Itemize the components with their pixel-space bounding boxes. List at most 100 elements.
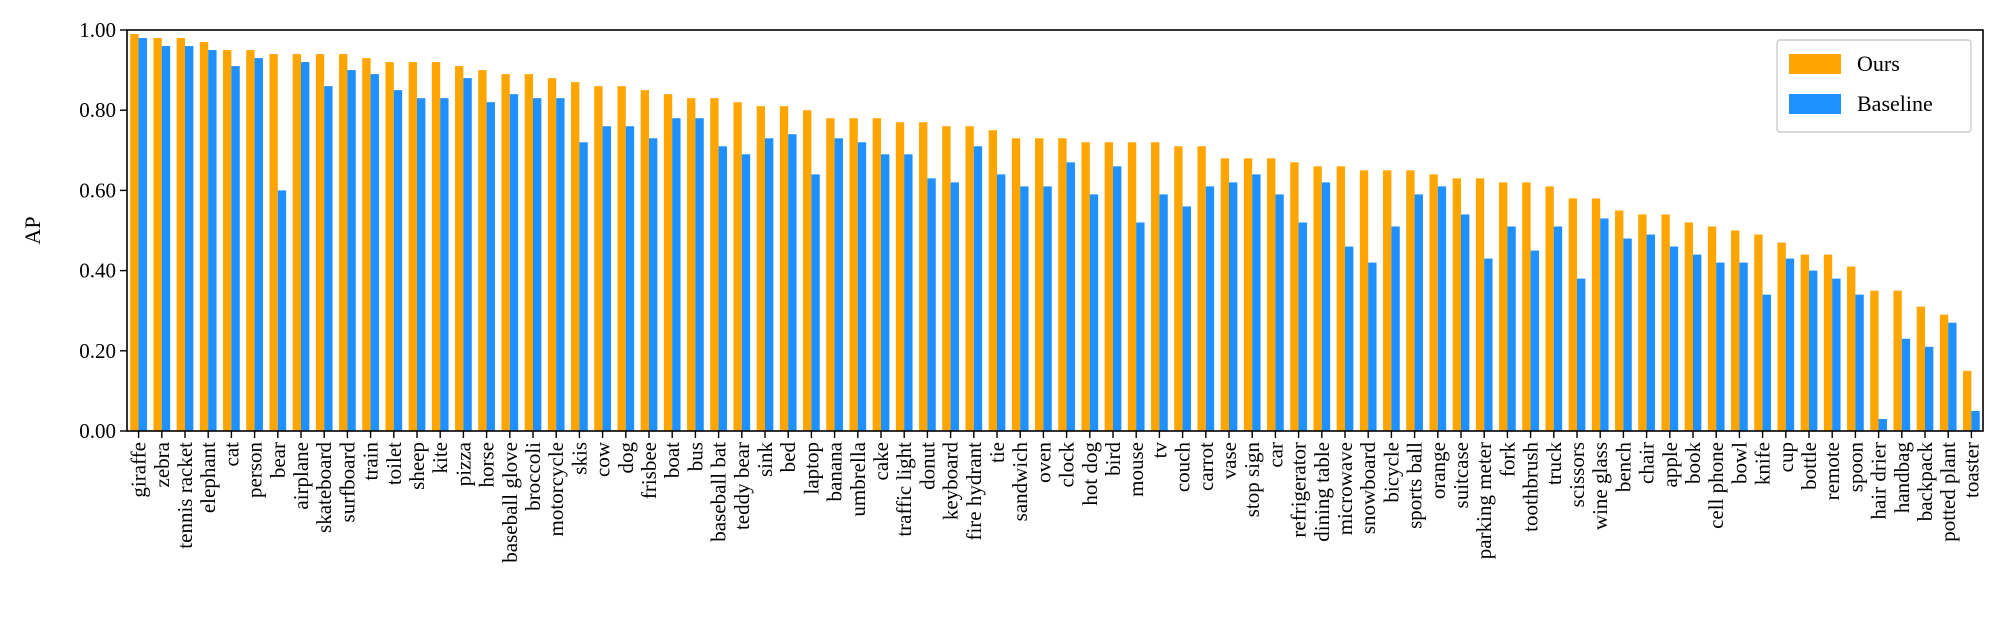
- plot-frame: [126, 29, 1984, 432]
- x-tick-label-40: clock: [1055, 442, 1079, 488]
- x-tick-label-47: vase: [1217, 442, 1241, 479]
- x-tick-label-45: couch: [1171, 442, 1195, 493]
- x-tick-label-38: sandwich: [1008, 442, 1032, 522]
- x-tick-label-55: sports ball: [1403, 442, 1427, 529]
- bar-ours-2: [176, 38, 185, 432]
- bar-ours-36: [965, 126, 974, 432]
- bar-baseline-27: [765, 138, 774, 431]
- legend-swatch-1: [1789, 94, 1841, 114]
- x-tick-label-76: handbag: [1890, 442, 1914, 514]
- x-tick-label-15: horse: [475, 442, 499, 488]
- y-tick-label-4: 0.80: [79, 98, 116, 122]
- bar-baseline-5: [254, 58, 263, 431]
- bar-ours-32: [872, 118, 881, 431]
- x-tick-label-32: cake: [869, 442, 893, 480]
- x-tick-label-49: car: [1263, 442, 1287, 468]
- x-tick-label-52: microwave: [1333, 442, 1357, 535]
- bar-ours-51: [1313, 166, 1322, 431]
- y-tick-label-5: 1.00: [79, 18, 116, 42]
- bar-baseline-0: [138, 38, 147, 432]
- x-tick-label-1: zebra: [150, 441, 174, 487]
- bar-baseline-48: [1252, 174, 1261, 432]
- bar-baseline-23: [672, 118, 681, 431]
- bar-ours-28: [779, 106, 789, 431]
- bar-baseline-40: [1066, 162, 1075, 431]
- bar-baseline-72: [1809, 270, 1818, 431]
- bar-ours-65: [1638, 214, 1647, 431]
- bar-baseline-55: [1414, 194, 1423, 431]
- bar-baseline-20: [602, 126, 611, 432]
- x-tick-label-44: tv: [1147, 442, 1171, 459]
- bar-baseline-25: [718, 146, 727, 432]
- bar-ours-57: [1452, 178, 1461, 431]
- bar-baseline-45: [1182, 206, 1191, 431]
- bar-baseline-18: [556, 98, 565, 432]
- bar-baseline-53: [1368, 262, 1377, 431]
- bar-ours-31: [849, 118, 858, 431]
- x-tick-label-66: apple: [1658, 442, 1682, 487]
- bar-baseline-17: [533, 98, 542, 432]
- bar-ours-34: [919, 122, 928, 431]
- bar-baseline-47: [1229, 182, 1238, 431]
- bar-ours-9: [339, 54, 348, 432]
- bar-baseline-2: [185, 46, 194, 431]
- x-tick-label-5: person: [243, 442, 267, 498]
- x-tick-label-48: stop sign: [1240, 442, 1264, 518]
- bar-ours-74: [1847, 266, 1856, 431]
- x-tick-label-56: orange: [1426, 442, 1450, 499]
- bar-ours-7: [292, 54, 301, 432]
- x-tick-label-24: bus: [683, 442, 707, 471]
- bar-baseline-56: [1437, 186, 1447, 431]
- bar-ours-18: [547, 78, 557, 432]
- y-axis: 0.00 0.20 0.40 0.60 0.80 1.00: [79, 18, 127, 443]
- x-tick-label-59: fork: [1495, 442, 1519, 477]
- y-tick-label-2: 0.40: [79, 259, 116, 283]
- x-tick-label-33: traffic light: [892, 442, 916, 537]
- bar-baseline-75: [1878, 418, 1887, 431]
- bar-ours-11: [385, 62, 394, 431]
- y-axis-title: AP: [20, 216, 45, 244]
- bar-baseline-74: [1855, 294, 1864, 431]
- x-tick-label-11: toilet: [382, 442, 406, 485]
- legend: Ours Baseline: [1776, 39, 1972, 133]
- x-tick-label-26: teddy bear: [730, 442, 754, 530]
- bar-ours-79: [1963, 370, 1972, 431]
- bar-ours-43: [1127, 142, 1137, 431]
- bar-ours-14: [455, 66, 464, 431]
- bar-ours-69: [1731, 230, 1740, 431]
- bar-baseline-70: [1762, 294, 1771, 431]
- x-axis: giraffe zebra tennis racket elephant cat pers…: [127, 431, 1983, 563]
- bar-ours-25: [710, 98, 719, 432]
- bar-baseline-73: [1832, 278, 1841, 431]
- x-tick-label-36: fire hydrant: [962, 442, 986, 541]
- bar-baseline-51: [1321, 182, 1331, 431]
- bar-ours-24: [687, 98, 696, 432]
- x-tick-label-58: parking meter: [1472, 442, 1496, 559]
- bar-baseline-11: [393, 90, 403, 432]
- bar-ours-5: [246, 50, 255, 432]
- x-tick-label-70: knife: [1751, 442, 1775, 485]
- x-tick-label-27: sink: [753, 442, 777, 478]
- bar-ours-76: [1893, 290, 1902, 431]
- x-tick-label-14: pizza: [451, 441, 475, 486]
- bar-ours-30: [826, 118, 835, 431]
- x-tick-label-10: train: [359, 442, 383, 481]
- bar-baseline-33: [904, 154, 913, 431]
- x-tick-label-23: boat: [660, 442, 684, 478]
- bar-ours-26: [733, 102, 742, 432]
- x-tick-label-62: scissors: [1565, 442, 1589, 507]
- x-tick-label-16: baseball glove: [498, 442, 522, 563]
- x-tick-label-42: bird: [1101, 442, 1125, 476]
- bar-baseline-61: [1553, 226, 1563, 431]
- bar-ours-33: [895, 122, 905, 431]
- bar-baseline-26: [741, 154, 751, 431]
- bar-ours-16: [501, 74, 510, 432]
- bar-ours-4: [223, 50, 232, 432]
- x-tick-label-54: bicycle: [1379, 442, 1403, 503]
- bar-baseline-22: [649, 138, 658, 431]
- bar-baseline-79: [1971, 410, 1980, 431]
- bar-baseline-7: [301, 62, 310, 431]
- x-tick-label-4: cat: [219, 442, 243, 467]
- bar-baseline-31: [857, 142, 867, 431]
- bar-baseline-59: [1507, 226, 1516, 431]
